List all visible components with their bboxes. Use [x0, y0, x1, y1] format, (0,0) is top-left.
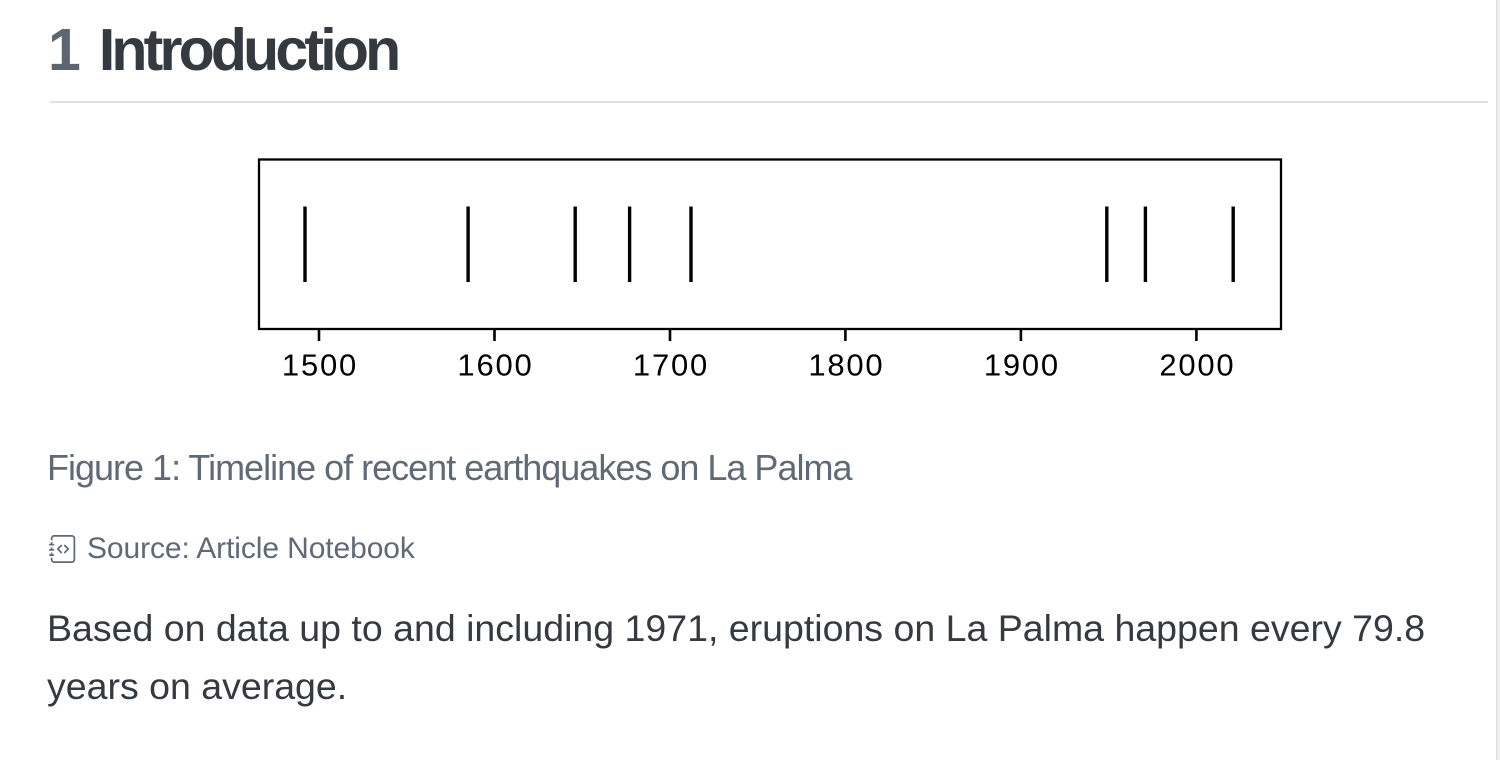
svg-text:1600: 1600: [457, 348, 533, 383]
svg-text:1700: 1700: [633, 348, 709, 383]
svg-text:1800: 1800: [808, 348, 884, 383]
svg-text:1900: 1900: [984, 348, 1060, 383]
svg-text:2000: 2000: [1159, 348, 1235, 383]
svg-text:1500: 1500: [282, 348, 358, 383]
